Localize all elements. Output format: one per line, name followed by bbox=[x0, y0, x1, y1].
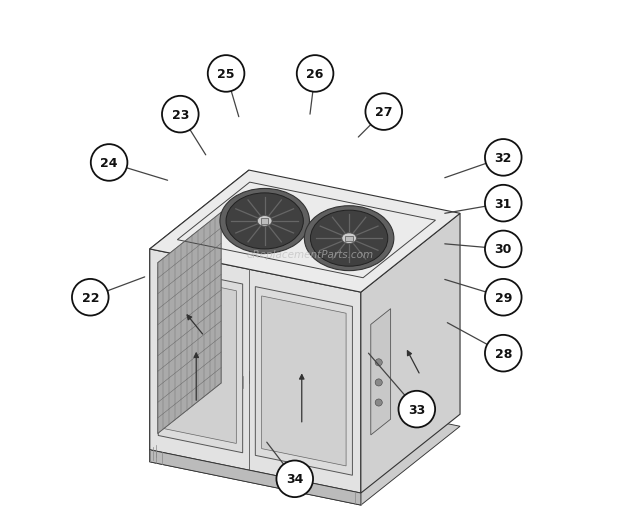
Circle shape bbox=[485, 185, 521, 222]
Text: 29: 29 bbox=[495, 291, 512, 304]
Circle shape bbox=[375, 359, 383, 366]
Ellipse shape bbox=[342, 233, 357, 244]
Polygon shape bbox=[361, 214, 460, 493]
Ellipse shape bbox=[342, 234, 356, 244]
Circle shape bbox=[297, 56, 334, 93]
Polygon shape bbox=[371, 309, 391, 435]
Text: 25: 25 bbox=[218, 68, 235, 81]
FancyBboxPatch shape bbox=[261, 219, 268, 224]
Ellipse shape bbox=[257, 216, 272, 227]
Text: 28: 28 bbox=[495, 347, 512, 360]
Circle shape bbox=[375, 379, 383, 386]
Ellipse shape bbox=[304, 206, 394, 271]
Polygon shape bbox=[158, 267, 242, 453]
Text: 27: 27 bbox=[375, 106, 392, 119]
Circle shape bbox=[365, 94, 402, 131]
Polygon shape bbox=[150, 249, 361, 493]
Circle shape bbox=[485, 231, 521, 268]
Circle shape bbox=[375, 399, 383, 406]
Polygon shape bbox=[262, 296, 346, 466]
Circle shape bbox=[91, 145, 127, 181]
Polygon shape bbox=[150, 171, 460, 293]
Circle shape bbox=[277, 461, 313, 497]
Polygon shape bbox=[150, 383, 460, 505]
Ellipse shape bbox=[311, 211, 388, 267]
Circle shape bbox=[485, 279, 521, 316]
Polygon shape bbox=[157, 213, 221, 434]
Ellipse shape bbox=[220, 189, 309, 254]
Ellipse shape bbox=[226, 193, 303, 249]
Circle shape bbox=[485, 140, 521, 176]
Circle shape bbox=[162, 97, 198, 133]
Polygon shape bbox=[164, 276, 236, 443]
Text: 26: 26 bbox=[306, 68, 324, 81]
Text: 33: 33 bbox=[408, 403, 425, 416]
Circle shape bbox=[72, 279, 108, 316]
FancyBboxPatch shape bbox=[345, 236, 353, 241]
Text: 23: 23 bbox=[172, 108, 189, 121]
Text: 22: 22 bbox=[82, 291, 99, 304]
Text: 24: 24 bbox=[100, 157, 118, 169]
Text: eReplacementParts.com: eReplacementParts.com bbox=[246, 249, 374, 260]
Polygon shape bbox=[150, 450, 361, 505]
Text: 30: 30 bbox=[495, 243, 512, 256]
Polygon shape bbox=[255, 287, 352, 475]
Polygon shape bbox=[150, 171, 249, 450]
Text: 34: 34 bbox=[286, 472, 303, 486]
Circle shape bbox=[399, 391, 435, 428]
Ellipse shape bbox=[257, 216, 272, 227]
Polygon shape bbox=[150, 371, 249, 462]
Text: 32: 32 bbox=[495, 152, 512, 164]
Circle shape bbox=[485, 335, 521, 372]
Circle shape bbox=[208, 56, 244, 93]
Text: 31: 31 bbox=[495, 197, 512, 210]
